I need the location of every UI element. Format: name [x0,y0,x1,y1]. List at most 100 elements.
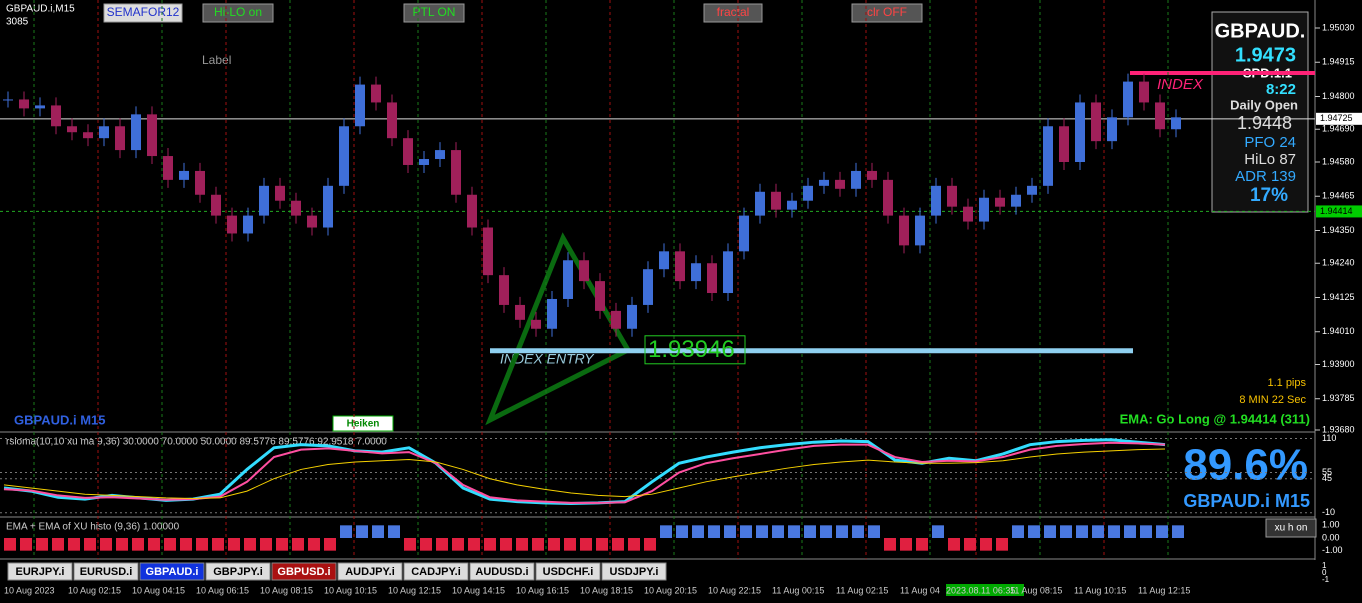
symbol-tab-label[interactable]: CADJPY.i [411,566,461,578]
symbol-tab-label[interactable]: GBPJPY.i [213,566,263,578]
histo-bar [180,538,192,551]
toolbar-button-label[interactable]: SEMAFOR12 [107,5,180,19]
candle-body [547,298,557,329]
time-label: 11 Aug 00:15 [772,585,824,595]
candle-body [899,215,909,246]
toolbar-button[interactable] [851,3,923,23]
candle-body [387,102,397,139]
xu-button-label[interactable]: xu h on [1275,523,1308,534]
toolbar-button-label[interactable]: PTL ON [413,5,456,19]
symbol-tab[interactable] [73,562,139,581]
price-tick-label: 1.93680 [1322,424,1355,434]
histo-tick-label: -1.00 [1322,545,1343,555]
entry-box [644,335,746,365]
symbol-tab[interactable] [469,562,535,581]
symbol-tab-label[interactable]: EURUSD.i [80,566,133,578]
histo-bar [724,525,736,538]
histo-bar [1140,525,1152,538]
time-label: 10 Aug 08:15 [260,585,313,595]
price-tick-label: 1.94580 [1322,156,1355,166]
candle-body [867,170,877,180]
symbol-tab[interactable] [7,562,73,581]
symbol-tab-label[interactable]: GBPUSD.i [277,566,330,578]
symbol-tab[interactable] [337,562,403,581]
candle-body [1059,126,1069,162]
histo-bar [740,525,752,538]
candle-body [1011,194,1021,207]
candle-body [67,126,77,133]
candle-body [467,194,477,228]
info-pfo: PFO 24 [1244,134,1296,151]
heiken-label[interactable]: Heiken [347,419,380,430]
price-tick-label: 1.94465 [1322,191,1355,201]
histo-bar [900,538,912,551]
histo-bar [244,538,256,551]
time-label: 10 Aug 18:15 [580,585,633,595]
toolbar-button[interactable] [202,3,274,23]
price-tick-label: 1.93785 [1322,393,1355,403]
time-label: 10 Aug 16:15 [516,585,569,595]
info-price: 1.9473 [1235,44,1296,66]
toolbar-button[interactable] [403,3,465,23]
candle-body [243,215,253,234]
symbol-tab[interactable] [139,562,205,581]
candle-body [3,99,13,101]
candle-body [771,191,781,210]
symbol-tab-label[interactable]: AUDUSD.i [475,566,528,578]
symbol-tab-label[interactable]: AUDJPY.i [345,566,395,578]
symbol-tab-label[interactable]: USDJPY.i [610,566,659,578]
histo-bar [964,538,976,551]
histo-bar [452,538,464,551]
heiken-button[interactable] [332,415,394,432]
candle-body [83,132,93,139]
symbol-tab-label[interactable]: EURJPY.i [16,566,65,578]
candle-body [339,126,349,186]
symbol-tab[interactable] [205,562,271,581]
histo-bar [228,538,240,551]
symbol-tab-label[interactable]: USDCHF.i [543,566,594,578]
tab-axis-label: 0 [1322,568,1327,577]
price-tick-label: 1.94915 [1322,57,1355,67]
candle-body [723,251,733,294]
histo-bar [500,538,512,551]
oscillator-symbol: GBPAUD.i M15 [1183,491,1310,511]
info-hilo: HiLo 87 [1244,151,1296,168]
candle-body [227,215,237,234]
candle-body [99,126,109,139]
price-tick-label: 1.94125 [1322,292,1355,302]
entry-price: 1.93946 [648,336,735,363]
toolbar-button-label[interactable]: Hi-LO on [214,5,262,19]
histo-bar [292,538,304,551]
info-symbol: GBPAUD. [1215,20,1306,42]
candle-body [675,251,685,282]
histo-bar [852,525,864,538]
candle-body [803,185,813,201]
symbol-tab[interactable] [535,562,601,581]
histo-bar [484,538,496,551]
price-tick-label: 1.94690 [1322,124,1355,134]
symbol-tab-label[interactable]: GBPAUD.i [146,566,199,578]
histo-bar [356,525,368,538]
label: Label [202,53,231,67]
candle-body [995,197,1005,207]
candle-body [915,215,925,246]
price-line-label: 1.94414 [1320,206,1353,216]
toolbar-button-label[interactable]: fractal [717,5,750,19]
symbol-tab[interactable] [271,562,337,581]
time-label: 11 Aug 02:15 [836,585,888,595]
xu-button[interactable] [1265,518,1317,538]
histo-bar [580,538,592,551]
histo-bar [1156,525,1168,538]
tab-axis-label: -1 [1322,575,1330,584]
candle-body [643,269,653,305]
candle-body [147,114,157,157]
symbol-tab[interactable] [403,562,469,581]
toolbar-button-label[interactable]: clr OFF [867,5,907,19]
toolbar-button[interactable] [703,3,763,23]
candle-body [963,206,973,222]
histo-bar [868,525,880,538]
candle-body [1171,117,1181,130]
symbol-tab[interactable] [601,562,667,581]
histo-bar [916,538,928,551]
